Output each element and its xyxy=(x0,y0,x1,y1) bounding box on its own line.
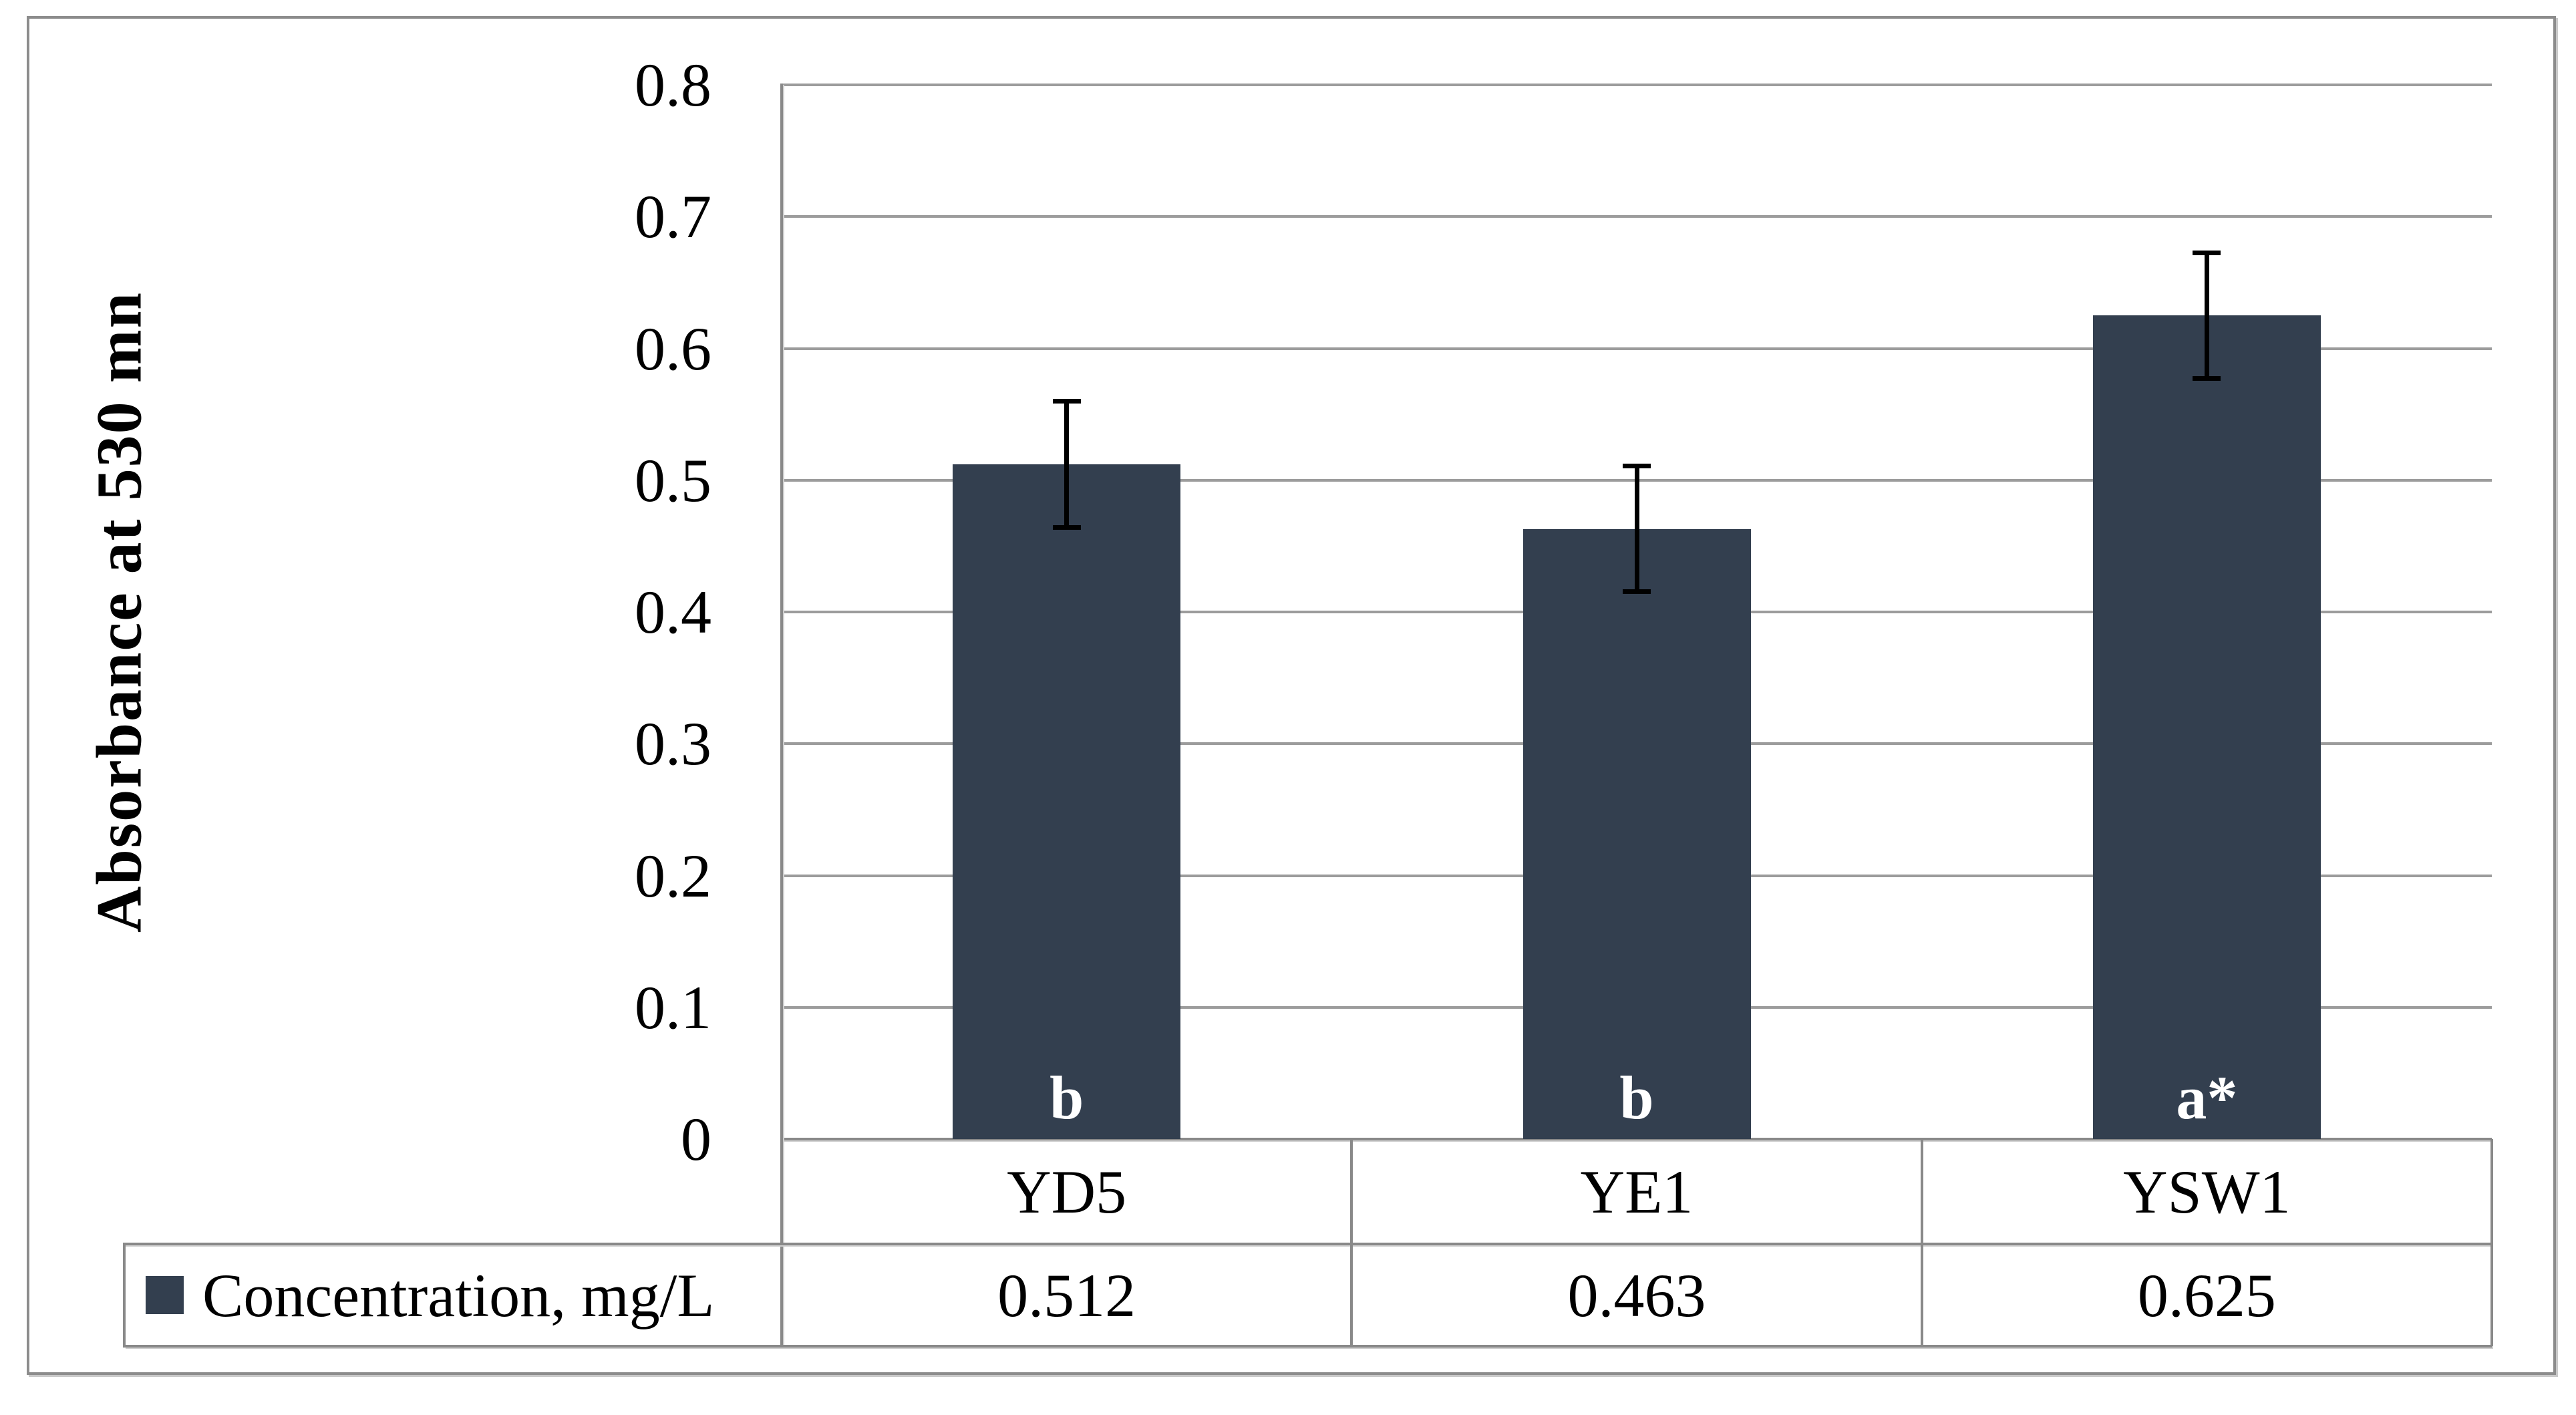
chart-figure xyxy=(27,16,2556,1375)
